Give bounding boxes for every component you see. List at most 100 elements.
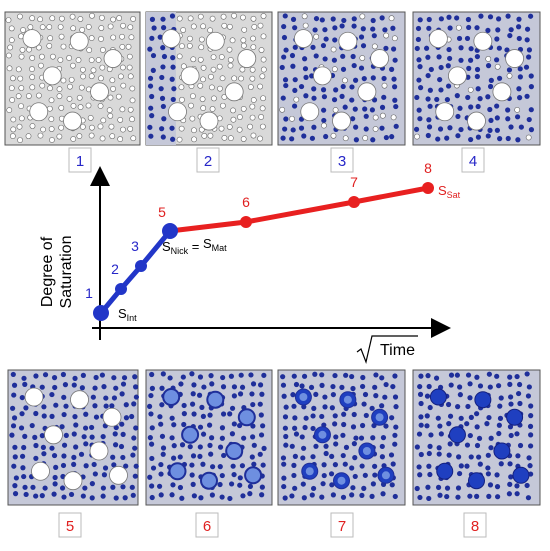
small-pore [159, 95, 166, 101]
small-pore [332, 372, 338, 379]
small-pore [362, 135, 369, 141]
small-pore [181, 402, 187, 409]
small-pore [303, 74, 309, 80]
small-pore [229, 405, 236, 411]
small-pore [340, 494, 347, 500]
small-pore [332, 37, 338, 43]
pore-panel [412, 11, 541, 146]
small-pore [121, 375, 128, 381]
small-pore [157, 414, 163, 420]
big-pore [103, 49, 123, 68]
saturation-point [348, 196, 360, 208]
big-pore [109, 465, 128, 485]
small-pore [343, 372, 349, 378]
small-pore [514, 114, 521, 120]
small-pore [413, 126, 420, 132]
small-pore [292, 77, 298, 83]
small-pore [21, 375, 27, 381]
small-pore [161, 116, 167, 122]
small-pore [438, 16, 444, 22]
small-pore [417, 116, 423, 122]
small-pore [485, 94, 491, 100]
small-pore [301, 495, 307, 501]
small-pore [112, 442, 119, 448]
big-pore [44, 425, 63, 445]
small-pore [349, 492, 355, 498]
small-pore [229, 37, 236, 44]
small-pore [292, 25, 298, 31]
small-pore [38, 62, 44, 69]
small-pore [113, 424, 119, 431]
small-pore [466, 24, 472, 31]
small-pore [488, 77, 494, 83]
small-pore [149, 425, 155, 431]
small-pore [392, 84, 398, 90]
small-pore [485, 56, 492, 62]
small-pore [159, 74, 165, 81]
small-pore [98, 36, 104, 42]
small-pore [82, 485, 88, 491]
small-pore [177, 484, 184, 491]
big-pore [429, 388, 447, 406]
small-pore [190, 56, 197, 63]
big-pore [200, 471, 218, 490]
big-pore [69, 31, 89, 51]
small-pore [75, 57, 82, 63]
y-axis-label: Degree of Saturation [39, 236, 75, 309]
small-pore [119, 43, 126, 50]
small-pore [447, 441, 453, 447]
small-pore [444, 485, 451, 491]
small-pore [436, 54, 442, 60]
small-pore [389, 134, 395, 140]
small-pore [487, 106, 493, 113]
small-pore [208, 451, 214, 457]
small-pore [524, 26, 531, 32]
small-pore [494, 484, 501, 490]
small-pore [427, 103, 433, 109]
small-pore [56, 93, 63, 100]
small-pore [496, 383, 502, 389]
small-pore [123, 463, 129, 469]
small-pore [291, 472, 297, 479]
small-pore [90, 394, 96, 400]
small-pore [219, 494, 225, 500]
small-pore [342, 77, 348, 84]
small-pore [83, 463, 89, 469]
small-pore [219, 425, 226, 431]
small-pore [37, 16, 44, 23]
small-pore [147, 403, 153, 410]
small-pore [22, 381, 28, 387]
big-pore [225, 442, 244, 460]
big-pore [493, 442, 511, 460]
small-pore [281, 483, 287, 490]
small-pore [508, 432, 514, 439]
small-pore [147, 46, 153, 52]
small-pore [467, 86, 474, 93]
small-pore [468, 414, 474, 420]
small-pore [495, 27, 501, 33]
small-pore [209, 15, 216, 22]
small-pore [456, 454, 462, 460]
small-pore [149, 483, 155, 489]
small-pore [240, 14, 246, 21]
small-pore [171, 86, 177, 92]
big-pore [293, 29, 313, 48]
small-pore [127, 73, 134, 80]
small-pore [312, 27, 318, 33]
small-pore [437, 423, 443, 429]
small-pore [428, 66, 434, 73]
small-pore [496, 422, 502, 428]
small-pore [517, 74, 523, 80]
small-pore [301, 13, 308, 20]
small-pore [29, 422, 35, 429]
small-pore [79, 385, 85, 391]
small-pore [293, 431, 300, 437]
small-pore [320, 481, 326, 487]
small-pore [8, 25, 15, 32]
small-pore [352, 473, 358, 480]
big-pore [300, 102, 320, 122]
small-pore [169, 125, 175, 131]
small-pore [458, 463, 464, 469]
small-pore [88, 35, 95, 41]
small-pore [249, 75, 256, 82]
